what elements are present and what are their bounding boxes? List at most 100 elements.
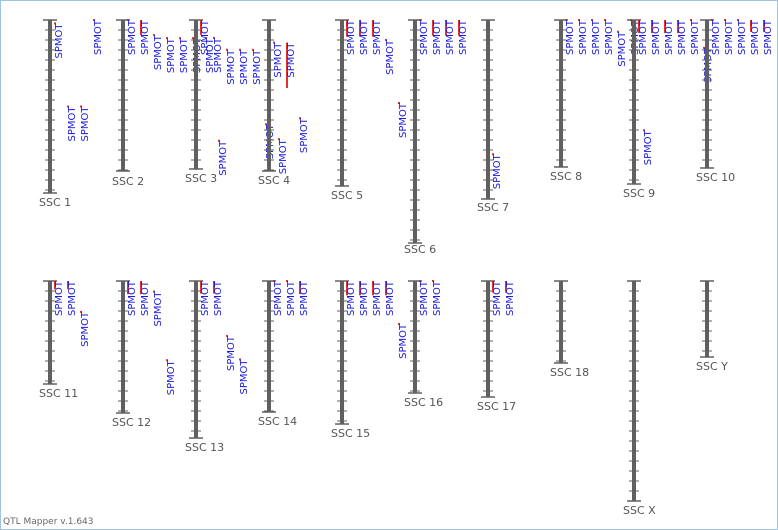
ssc-7-qtl-marker bbox=[492, 153, 494, 156]
ssc-1-qtl-label: SPMOT bbox=[80, 106, 91, 142]
ssc-2-qtl-label: SPMOT bbox=[166, 37, 177, 73]
ssc-15-qtl-marker bbox=[398, 322, 400, 325]
ssc-2-qtl-marker bbox=[166, 37, 168, 40]
ssc-4-qtl-label: SPMOT bbox=[299, 117, 310, 153]
ssc-y-label: SSC Y bbox=[696, 360, 728, 373]
ssc-3-qtl-marker bbox=[213, 36, 215, 39]
ssc-8-qtl-label: SPMOT bbox=[578, 19, 589, 55]
ssc-3-qtl-label: SPMOT bbox=[239, 49, 250, 85]
app-version: QTL Mapper v.1.643 bbox=[3, 517, 94, 527]
ssc-3-qtl-label: SPMOT bbox=[278, 138, 289, 174]
ssc-3-qtl-label: SPMOT bbox=[226, 49, 237, 85]
ssc-5-qtl-label: SPMOT bbox=[346, 19, 357, 55]
ssc-3-qtl-label: SPMOT bbox=[252, 49, 263, 85]
ssc-8-qtl-label: SPMOT bbox=[565, 19, 576, 55]
ssc-15-qtl-label: SPMOT bbox=[398, 323, 409, 359]
ssc-11-label: SSC 11 bbox=[39, 387, 78, 400]
ssc-10-qtl-label: SPMOT bbox=[737, 19, 748, 55]
ssc-1-qtl-label: SPMOT bbox=[54, 23, 65, 59]
ssc-7-label: SSC 7 bbox=[477, 201, 509, 214]
ssc-13-label: SSC 13 bbox=[185, 441, 224, 454]
ssc-2-qtl-label: SPMOT bbox=[218, 140, 229, 176]
ssc-11-qtl-label: SPMOT bbox=[54, 280, 65, 316]
ssc-1-qtl-label: SPMOT bbox=[93, 19, 104, 55]
ssc-14-qtl-marker bbox=[286, 280, 288, 282]
ssc-2-qtl-marker bbox=[127, 19, 129, 21]
ssc-9-qtl-label: SPMOT bbox=[690, 19, 701, 55]
ssc-9-qtl-label: SPMOT bbox=[638, 19, 649, 55]
ssc-13-qtl-label: SPMOT bbox=[239, 359, 250, 395]
ssc-11-qtl-marker bbox=[80, 310, 82, 313]
ssc-2-qtl-label: SPMOT bbox=[205, 37, 216, 73]
ssc-4-qtl-label: SPMOT bbox=[286, 42, 297, 78]
ssc-11-qtl-label: SPMOT bbox=[67, 280, 78, 316]
ssc-4-label: SSC 4 bbox=[258, 174, 290, 187]
ssc-6-qtl-label: SPMOT bbox=[445, 19, 456, 55]
ssc-6-qtl-marker bbox=[419, 19, 421, 21]
ssc-17-qtl-label: SPMOT bbox=[505, 280, 516, 316]
ssc-1-qtl-marker bbox=[67, 105, 69, 108]
ssc-8-qtl-marker bbox=[565, 19, 567, 21]
ssc-7-qtl-label: SPMOT bbox=[492, 153, 503, 189]
ssc-3-qtl-label: SPMOT bbox=[200, 19, 211, 55]
ssc-4-qtl-label: SPMOT bbox=[273, 42, 284, 78]
ssc-15-qtl-label: SPMOT bbox=[385, 280, 396, 316]
ssc-2-qtl-marker bbox=[205, 37, 207, 40]
ssc-9-label: SSC 9 bbox=[623, 187, 655, 200]
ssc-1-label: SSC 1 bbox=[39, 196, 71, 209]
ssc-9-qtl-label: SPMOT bbox=[651, 19, 662, 55]
ssc-8-qtl-marker bbox=[578, 19, 580, 21]
ssc-12-qtl-label: SPMOT bbox=[140, 280, 151, 316]
ssc-3-qtl-marker bbox=[226, 48, 228, 51]
ssc-10-qtl-label: SPMOT bbox=[750, 19, 761, 55]
ssc-15-qtl-label: SPMOT bbox=[372, 280, 383, 316]
ssc-16-label: SSC 16 bbox=[404, 396, 443, 409]
ssc-3-qtl-marker bbox=[265, 123, 267, 126]
ssc-3-qtl-label: SPMOT bbox=[213, 37, 224, 73]
ssc-2-qtl-label: SPMOT bbox=[153, 34, 164, 70]
ssc-2-qtl-label: SPMOT bbox=[127, 19, 138, 55]
ssc-2-qtl-marker bbox=[153, 34, 155, 37]
ssc-2-label: SSC 2 bbox=[112, 175, 144, 188]
ssc-18-label: SSC 18 bbox=[550, 366, 589, 379]
ssc-8-qtl-label: SPMOT bbox=[591, 19, 602, 55]
ssc-4-qtl-marker bbox=[273, 41, 275, 44]
ssc-x-label: SSC X bbox=[623, 504, 656, 517]
ssc-12-qtl-label: SPMOT bbox=[166, 359, 177, 395]
ssc-14-qtl-label: SPMOT bbox=[273, 280, 284, 316]
ssc-9-qtl-marker bbox=[703, 46, 705, 49]
ssc-2-qtl-marker bbox=[192, 37, 194, 40]
ssc-3-label: SSC 3 bbox=[185, 172, 217, 185]
ssc-5-qtl-label: SPMOT bbox=[398, 102, 409, 138]
ssc-10-qtl-label: SPMOT bbox=[724, 19, 735, 55]
ssc-16-qtl-label: SPMOT bbox=[432, 280, 443, 316]
ssc-13-qtl-label: SPMOT bbox=[226, 335, 237, 371]
ssc-14-label: SSC 14 bbox=[258, 415, 297, 428]
ssc-10-qtl-label: SPMOT bbox=[711, 19, 722, 55]
ssc-1-qtl-marker bbox=[93, 19, 95, 21]
ssc-8-qtl-label: SPMOT bbox=[643, 129, 654, 165]
ssc-15-qtl-label: SPMOT bbox=[346, 280, 357, 316]
ssc-13-qtl-label: SPMOT bbox=[200, 280, 211, 316]
ssc-14-qtl-label: SPMOT bbox=[299, 280, 310, 316]
ssc-16-qtl-marker bbox=[419, 280, 421, 282]
ssc-5-qtl-label: SPMOT bbox=[385, 39, 396, 75]
ssc-10-label: SSC 10 bbox=[696, 171, 735, 184]
ssc-15-qtl-label: SPMOT bbox=[359, 280, 370, 316]
ssc-6-label: SSC 6 bbox=[404, 243, 436, 256]
ssc-8-qtl-marker bbox=[591, 19, 593, 21]
ssc-10-qtl-marker bbox=[737, 19, 739, 21]
ssc-13-qtl-marker bbox=[239, 358, 241, 361]
ssc-3-qtl-marker bbox=[252, 48, 254, 51]
ssc-14-qtl-marker bbox=[273, 280, 275, 282]
ssc-5-qtl-label: SPMOT bbox=[372, 19, 383, 55]
ssc-17-label: SSC 17 bbox=[477, 400, 516, 413]
ssc-13-qtl-label: SPMOT bbox=[213, 280, 224, 316]
ssc-10-qtl-marker bbox=[711, 19, 713, 21]
ssc-15-label: SSC 15 bbox=[331, 427, 370, 440]
ssc-8-qtl-marker bbox=[604, 19, 606, 21]
ssc-12-label: SSC 12 bbox=[112, 416, 151, 429]
ssc-4-qtl-marker bbox=[299, 117, 301, 120]
